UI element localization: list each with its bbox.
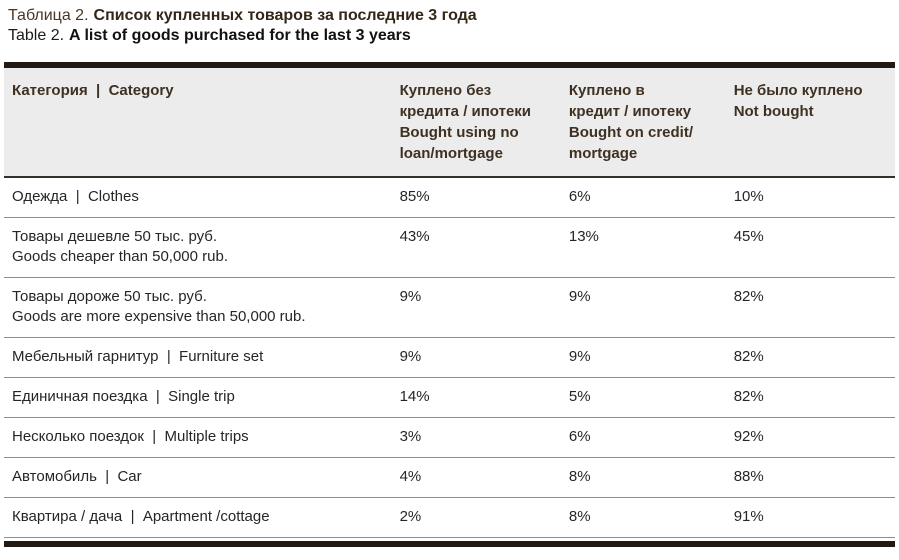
no-loan-cell: 14%	[391, 377, 561, 418]
no-loan-cell: 9%	[391, 277, 561, 338]
credit-cell: 13%	[560, 217, 726, 278]
no-loan-cell: 85%	[391, 177, 561, 218]
not-bought-cell: 45%	[725, 217, 895, 278]
table-row: Единичная поездка | Single trip 14% 5% 8…	[4, 377, 895, 418]
table-row: Одежда | Clothes 85% 6% 10%	[4, 177, 895, 218]
category-cell: Товары дешевле 50 тыс. руб. Goods cheape…	[4, 217, 392, 278]
no-loan-cell: 9%	[391, 337, 561, 378]
no-loan-cell: 3%	[391, 417, 561, 458]
category-cell: Мебельный гарнитур | Furniture set	[4, 337, 392, 378]
category-cell: Единичная поездка | Single trip	[4, 377, 392, 418]
caption-ru-title: Список купленных товаров за последние 3 …	[93, 7, 477, 24]
category-cell: Несколько поездок | Multiple trips	[4, 417, 392, 458]
caption-en-prefix: Table 2.	[8, 27, 65, 44]
column-header-not-bought: Не было куплено Not bought	[725, 68, 895, 178]
credit-cell: 8%	[560, 457, 726, 498]
not-bought-cell: 82%	[725, 337, 895, 378]
category-cell: Одежда | Clothes	[4, 177, 392, 218]
table-row: Автомобиль | Car 4% 8% 88%	[4, 457, 895, 498]
not-bought-cell: 91%	[725, 497, 895, 538]
not-bought-cell: 92%	[725, 417, 895, 458]
caption-line-russian: Таблица 2. Список купленных товаров за по…	[8, 6, 895, 26]
table-top-rule	[4, 62, 895, 68]
table-header-row: Категория | Category Куплено без кредита…	[4, 68, 895, 178]
credit-cell: 6%	[560, 177, 726, 218]
no-loan-cell: 2%	[391, 497, 561, 538]
caption-ru-prefix: Таблица 2.	[8, 7, 89, 24]
purchased-goods-table: Категория | Category Куплено без кредита…	[4, 68, 895, 538]
caption-en-title: A list of goods purchased for the last 3…	[69, 27, 411, 44]
credit-cell: 8%	[560, 497, 726, 538]
table-row: Несколько поездок | Multiple trips 3% 6%…	[4, 417, 895, 458]
table-row: Товары дешевле 50 тыс. руб. Goods cheape…	[4, 217, 895, 278]
table-caption: Таблица 2. Список купленных товаров за по…	[4, 6, 895, 46]
column-header-credit: Куплено в кредит / ипотеку Bought on cre…	[560, 68, 726, 178]
credit-cell: 9%	[560, 337, 726, 378]
not-bought-cell: 82%	[725, 277, 895, 338]
category-cell: Автомобиль | Car	[4, 457, 392, 498]
column-header-category: Категория | Category	[4, 68, 392, 178]
credit-cell: 5%	[560, 377, 726, 418]
no-loan-cell: 43%	[391, 217, 561, 278]
table-bottom-rule	[4, 541, 895, 547]
column-header-no-loan: Куплено без кредита / ипотеки Bought usi…	[391, 68, 561, 178]
not-bought-cell: 10%	[725, 177, 895, 218]
document-page: Таблица 2. Список купленных товаров за по…	[4, 6, 895, 547]
credit-cell: 6%	[560, 417, 726, 458]
credit-cell: 9%	[560, 277, 726, 338]
category-cell: Квартира / дача | Apartment /cottage	[4, 497, 392, 538]
category-cell: Товары дороже 50 тыс. руб. Goods are mor…	[4, 277, 392, 338]
caption-line-english: Table 2. A list of goods purchased for th…	[8, 26, 895, 46]
no-loan-cell: 4%	[391, 457, 561, 498]
table-row: Квартира / дача | Apartment /cottage 2% …	[4, 497, 895, 538]
table-row: Мебельный гарнитур | Furniture set 9% 9%…	[4, 337, 895, 378]
not-bought-cell: 82%	[725, 377, 895, 418]
not-bought-cell: 88%	[725, 457, 895, 498]
table-row: Товары дороже 50 тыс. руб. Goods are mor…	[4, 277, 895, 338]
